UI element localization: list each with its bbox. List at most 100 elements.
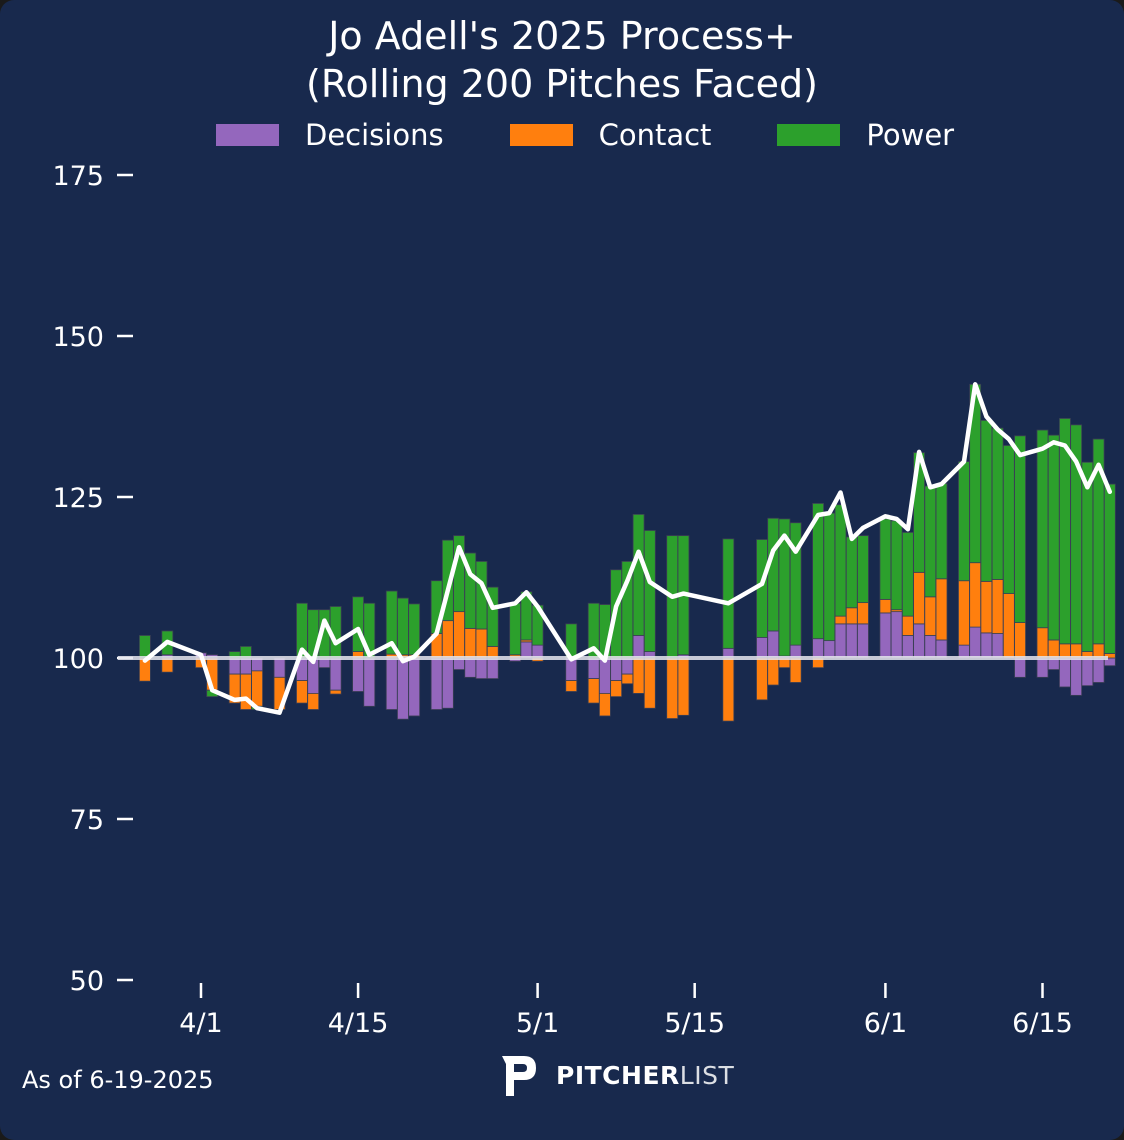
- bar-contact: [1059, 643, 1071, 659]
- bar-power: [722, 538, 735, 649]
- legend-swatch-power: [777, 124, 841, 146]
- chart-title-line2: (Rolling 200 Pitches Faced): [306, 62, 818, 106]
- brand-bold: PITCHER: [556, 1060, 680, 1090]
- bar-power: [1014, 435, 1026, 623]
- bar-decisions: [812, 638, 824, 659]
- bar-decisions: [464, 657, 477, 678]
- bar-power: [408, 603, 421, 656]
- bar-decisions: [857, 623, 869, 659]
- bar-contact: [924, 596, 937, 636]
- bar-power: [935, 483, 948, 580]
- bar-decisions: [1059, 657, 1071, 688]
- y-tick-label: 150: [52, 322, 104, 353]
- bar-power: [789, 522, 802, 646]
- bar-contact: [834, 615, 847, 625]
- bar-power: [890, 520, 903, 611]
- bar-power: [924, 485, 937, 598]
- bar-decisions: [901, 635, 914, 659]
- legend-label-power: Power: [866, 118, 955, 152]
- bar-contact: [958, 580, 970, 646]
- bar-power: [1002, 445, 1015, 595]
- x-tick-label: 5/1: [516, 1008, 559, 1039]
- bar-power: [857, 535, 869, 604]
- pitcherlist-logo: PITCHERLIST: [500, 1052, 734, 1098]
- bar-decisions: [587, 657, 600, 680]
- bar-decisions: [969, 626, 982, 659]
- bar-decisions: [475, 657, 488, 680]
- bar-decisions: [823, 640, 836, 659]
- x-tick-label: 4/15: [328, 1008, 389, 1039]
- process-plus-line: [142, 382, 1113, 715]
- bar-contact: [475, 628, 488, 659]
- y-tick-label: 75: [70, 805, 104, 836]
- bar-power: [879, 518, 892, 600]
- bar-decisions: [329, 657, 342, 691]
- bar-contact: [969, 562, 982, 628]
- y-tick-label: 50: [70, 966, 104, 997]
- legend-item-decisions: Decisions: [216, 118, 444, 152]
- chart-legend: Decisions Contact Power: [216, 118, 1020, 152]
- bar-decisions: [486, 657, 499, 680]
- bar-contact: [587, 678, 600, 704]
- chart-title-line1: Jo Adell's 2025 Process+: [328, 14, 796, 58]
- bar-decisions: [845, 623, 858, 659]
- bar-decisions: [1092, 657, 1105, 683]
- bar-contact: [1070, 643, 1083, 659]
- bar-contact: [643, 657, 656, 709]
- legend-label-contact: Contact: [598, 118, 712, 152]
- bar-decisions: [239, 657, 252, 675]
- bar-power: [1036, 429, 1049, 629]
- bar-decisions: [834, 623, 847, 659]
- bar-decisions: [363, 657, 376, 707]
- bar-decisions: [273, 657, 286, 678]
- y-tick-label: 125: [52, 483, 104, 514]
- bar-decisions: [1081, 657, 1094, 687]
- pitcherlist-wordmark: PITCHERLIST: [556, 1061, 734, 1090]
- bar-power: [509, 602, 522, 656]
- bar-power: [958, 461, 970, 582]
- bar-power: [1047, 434, 1060, 641]
- bar-power: [901, 532, 914, 617]
- bar-decisions: [991, 633, 1004, 659]
- bar-power: [1103, 483, 1116, 654]
- bar-decisions: [408, 657, 421, 717]
- bar-contact: [980, 580, 993, 634]
- bar-contact: [464, 627, 477, 659]
- y-tick-label: 175: [52, 161, 104, 192]
- bar-contact: [610, 680, 623, 698]
- bar-power: [486, 586, 499, 647]
- bar-decisions: [1014, 657, 1026, 678]
- bar-contact: [441, 620, 454, 659]
- bar-contact: [453, 611, 465, 659]
- bar-contact: [565, 680, 578, 692]
- bar-decisions: [890, 611, 903, 659]
- bar-decisions: [397, 657, 409, 720]
- bar-decisions: [980, 632, 993, 659]
- bar-contact: [845, 607, 858, 625]
- chart-title: Jo Adell's 2025 Process+ (Rolling 200 Pi…: [0, 12, 1124, 108]
- bar-contact: [879, 598, 892, 614]
- x-tick-label: 6/1: [864, 1008, 907, 1039]
- bar-power: [643, 530, 656, 652]
- bar-decisions: [935, 639, 948, 659]
- bar-contact: [1036, 627, 1049, 659]
- bar-contact: [161, 657, 174, 673]
- bar-contact: [1047, 639, 1060, 659]
- bar-contact: [621, 673, 634, 685]
- bar-contact: [991, 579, 1004, 634]
- bar-decisions: [1070, 657, 1083, 696]
- bar-contact: [935, 578, 948, 641]
- bar-contact: [599, 693, 611, 717]
- legend-label-decisions: Decisions: [305, 118, 444, 152]
- bar-power: [823, 512, 836, 642]
- bar-decisions: [767, 630, 780, 659]
- bar-contact: [666, 657, 679, 719]
- bar-power: [397, 597, 409, 656]
- legend-item-power: Power: [777, 118, 954, 152]
- bar-decisions: [913, 623, 925, 659]
- bar-power: [980, 419, 993, 582]
- bar-contact: [767, 657, 780, 686]
- x-tick-label: 5/15: [664, 1008, 725, 1039]
